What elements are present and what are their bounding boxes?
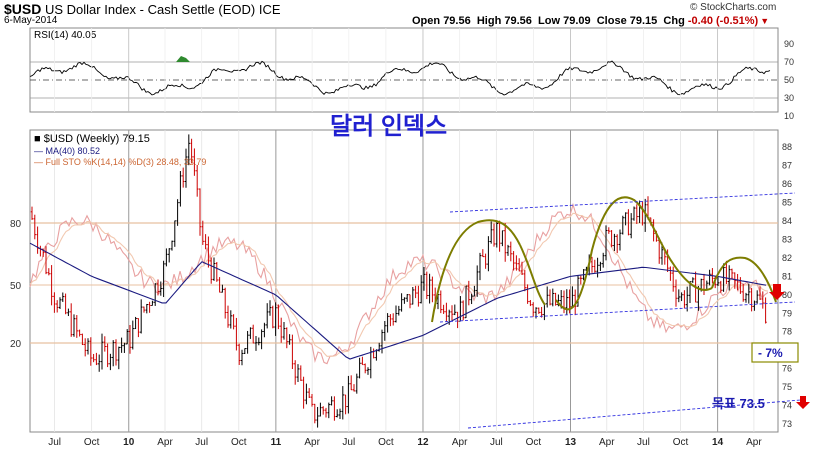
pct-annotation: - 7% [758,346,783,360]
symbol: $USD [4,1,42,17]
main-panel [29,129,779,433]
down-arrow-icon [769,284,785,300]
x-axis-label: Oct [231,437,247,448]
x-axis-label: Apr [599,437,615,448]
x-axis-label: 10 [123,437,135,448]
price-tick-label: 73 [782,419,792,429]
x-axis-label: Jul [637,437,650,448]
pattern-right-arc [711,256,777,303]
rsi-tick-label: 10 [784,111,794,121]
price-tick-label: 75 [782,382,792,392]
down-triangle-icon: ▼ [760,16,770,26]
channel-middle [439,301,796,323]
sto-k-line [29,202,769,365]
price-legend: ■ $USD (Weekly) 79.15 [34,133,150,145]
price-tick-label: 86 [782,179,792,189]
high-value: 79.56 [504,15,532,27]
x-axis-label: Apr [157,437,173,448]
sto-tick-label: 80 [10,219,22,230]
chg-label: Chg [663,15,685,27]
high-label: High [476,15,502,27]
pattern-left-down [519,244,546,306]
chg-value: -0.40 (-0.51%) [687,15,759,27]
price-tick-label: 84 [782,216,792,226]
price-tick-label: 78 [782,327,792,337]
rsi-tick-label: 50 [784,75,794,85]
rsi-tick-label: 90 [784,39,794,49]
price-tick-label: 80 [782,290,792,300]
x-axis-label: Apr [452,437,468,448]
open-value: 79.56 [443,15,471,27]
x-axis-label: Jul [490,437,503,448]
pct-box [751,342,799,363]
instrument-name: US Dollar Index - Cash Settle (EOD) [44,2,256,17]
rsi-ticks: 90 70 50 30 10 [784,39,794,121]
rsi-panel [29,27,779,113]
price-tick-label: 74 [782,401,792,411]
price-tick-label: 85 [782,198,792,208]
price-tick-label: 76 [782,364,792,374]
open-label: Open [412,15,441,27]
rsi-overbought-fill [176,56,190,62]
rsi-tick-label: 30 [784,93,794,103]
close-value: 79.15 [629,15,658,27]
ma40-line [29,242,767,360]
target-annotation: 목표 73.5 [712,396,765,411]
rsi-tick-label: 70 [784,57,794,67]
close-label: Close [596,15,627,27]
rsi-line [29,60,771,96]
channel-lower [467,399,801,429]
low-label: Low [538,15,561,27]
chart-title: $USD US Dollar Index - Cash Settle (EOD)… [4,1,281,17]
x-axis-label: Jul [342,437,355,448]
price-tick-label: 83 [782,234,792,244]
channel-upper [449,192,796,213]
low-value: 79.09 [563,15,591,27]
x-axis-label: Jul [48,437,61,448]
pattern-head-arc [555,196,713,311]
price-ticks: 88878685848382818079787776757473 [782,142,792,429]
price-tick-label: 88 [782,142,792,152]
price-bars [30,134,767,428]
sto-tick-label: 20 [10,339,22,350]
chart-heading: 달러 인덱스 [330,113,447,140]
exchange: ICE [258,2,281,17]
x-axis-label: Apr [304,437,320,448]
price-tick-label: 79 [782,308,792,318]
x-axis-label: Oct [526,437,542,448]
sto-ticks: 80 50 20 [10,219,22,350]
ma-legend: — MA(40) 80.52 [34,146,100,156]
chart-date: 6-May-2014 [4,15,58,26]
x-axis-label: Oct [84,437,100,448]
x-axis-label: Oct [378,437,394,448]
price-tick-label: 82 [782,253,792,263]
sto-tick-label: 50 [10,281,22,292]
sto-legend: — Full STO %K(14,14) %D(3) 28.48, 33.79 [34,157,206,167]
target-arrow-icon [796,396,810,409]
x-axis-label: 11 [271,437,282,448]
x-axis-label: Jul [195,437,208,448]
x-axis-labels: Jul Oct 10 Apr Jul Oct 11 Apr Jul Oct 12 Apr Jul Oct 1… [48,437,762,448]
price-tick-label: 81 [782,271,792,281]
pattern-left-arc [431,219,521,323]
x-axis-label: Oct [673,437,689,448]
price-tick-label: 87 [782,161,792,171]
x-axis-label: Apr [746,437,762,448]
rsi-legend: RSI(14) 40.05 [34,30,97,41]
ohlc-readout: Open 79.56 High 79.56 Low 79.09 Close 79… [412,15,769,27]
source-credit: © StockCharts.com [690,2,777,13]
x-axis-label: 14 [712,437,724,448]
x-axis-label: 12 [417,437,429,448]
sto-d-line [29,212,769,357]
x-axis-label: 13 [565,437,577,448]
